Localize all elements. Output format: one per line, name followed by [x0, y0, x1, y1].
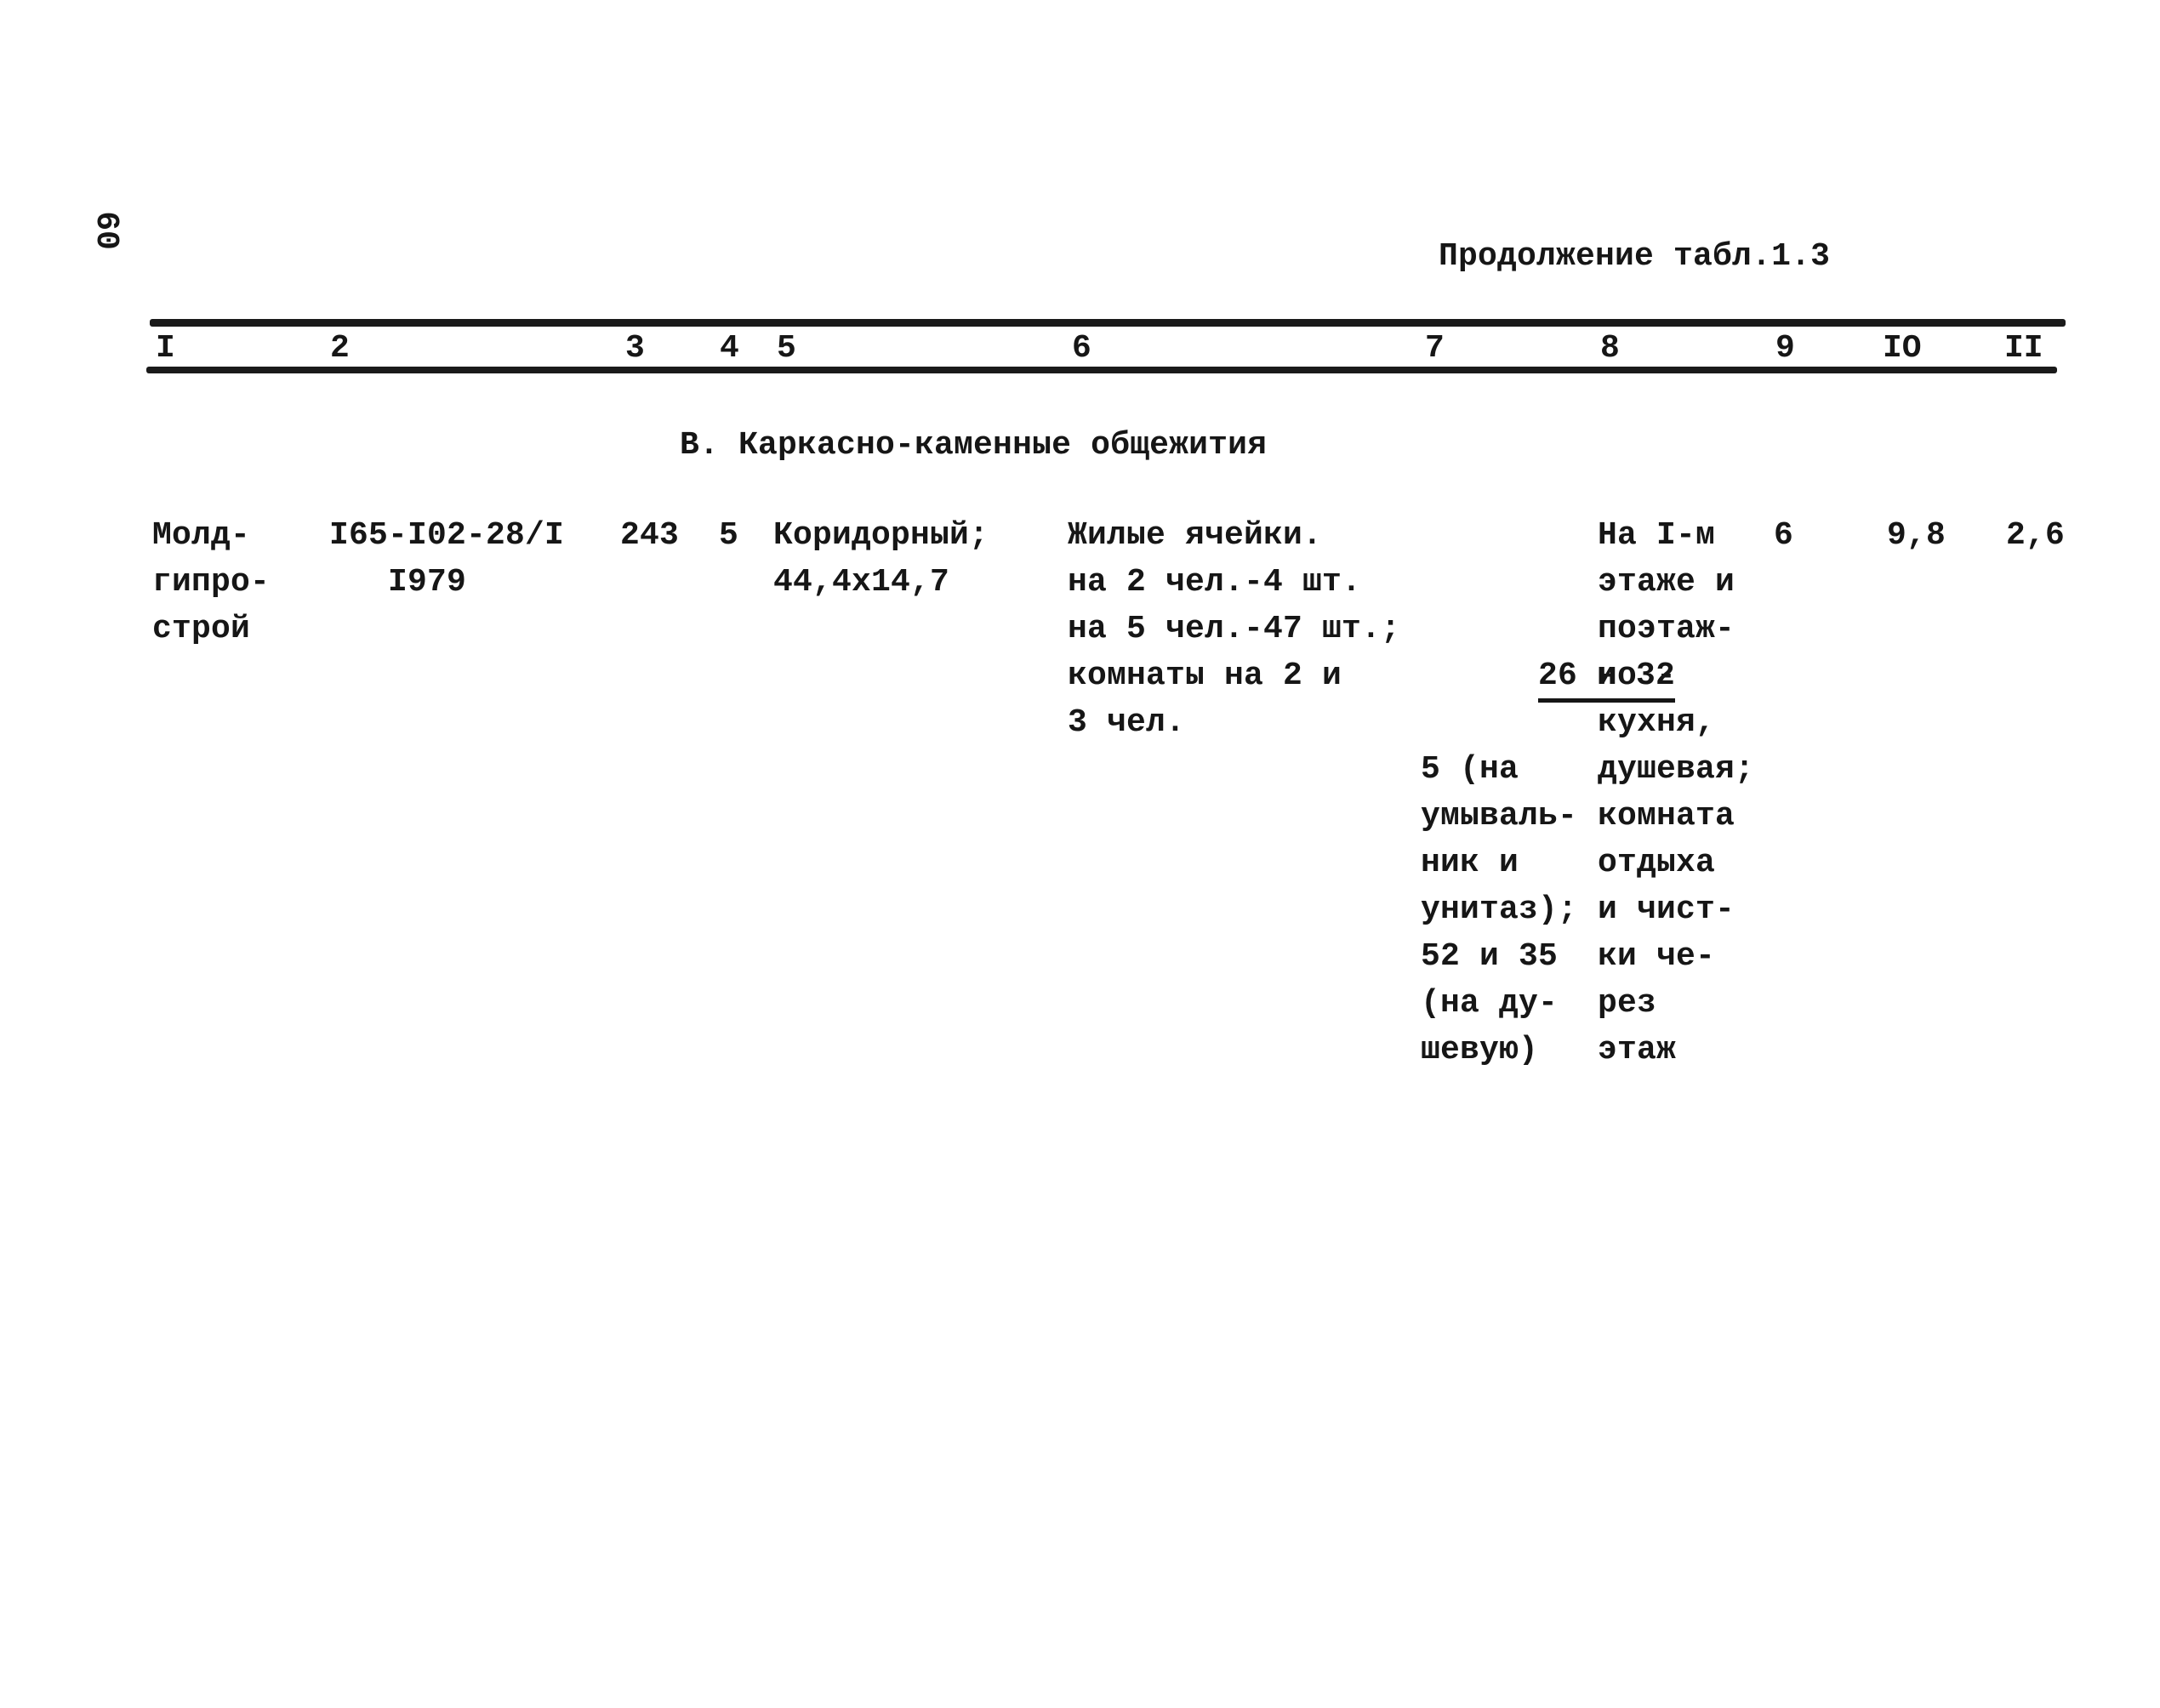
cell-col9-value: 6 — [1774, 517, 1794, 554]
column-number-2: 2 — [330, 330, 350, 367]
cell-sanitary-line1: 26 и 32 — [1421, 606, 1676, 703]
table-top-rule — [150, 319, 2066, 327]
page-number-vertical: 60 — [88, 211, 125, 250]
cell-communal-facilities: На I-м этаже и поэтаж- но - кухня, душев… — [1598, 517, 1755, 1068]
cell-layout-scheme: Коридорный; 44,4x14,7 — [773, 517, 989, 601]
cell-col11-value: 2,6 — [2006, 517, 2066, 554]
cell-organization: Молд- гипро- строй — [152, 517, 271, 647]
column-number-4: 4 — [720, 330, 739, 367]
column-number-9: 9 — [1775, 330, 1795, 367]
column-number-6: 6 — [1072, 330, 1091, 367]
column-number-10: IO — [1883, 330, 1922, 367]
cell-living-cells: Жилые ячейки. на 2 чел.-4 шт. на 5 чел.-… — [1068, 517, 1401, 741]
table-header-rule — [146, 367, 2057, 373]
column-number-7: 7 — [1425, 330, 1445, 367]
cell-sanitary-rest: 5 (на умываль- ник и унитаз); 52 и 35 (н… — [1421, 751, 1578, 1068]
column-number-8: 8 — [1600, 330, 1620, 367]
column-number-11: II — [2004, 330, 2043, 367]
column-number-5: 5 — [777, 330, 796, 367]
section-title: В. Каркасно-каменные общежития — [680, 427, 1268, 464]
cell-project-series-year: I65-I02-28/I I979 — [329, 517, 565, 601]
cell-col10-value: 9,8 — [1887, 517, 1946, 554]
cell-capacity: 243 — [620, 517, 680, 554]
column-number-1: I — [156, 330, 175, 367]
cell-sanitary-underlined-value: 26 и 32 — [1538, 658, 1676, 703]
cell-storeys: 5 — [719, 517, 739, 554]
continuation-title: Продолжение табл.1.3 — [1439, 238, 1831, 275]
column-number-3: 3 — [625, 330, 645, 367]
cell-sanitary: 26 и 32 5 (на умываль- ник и унитаз); 52… — [1421, 512, 1676, 1167]
